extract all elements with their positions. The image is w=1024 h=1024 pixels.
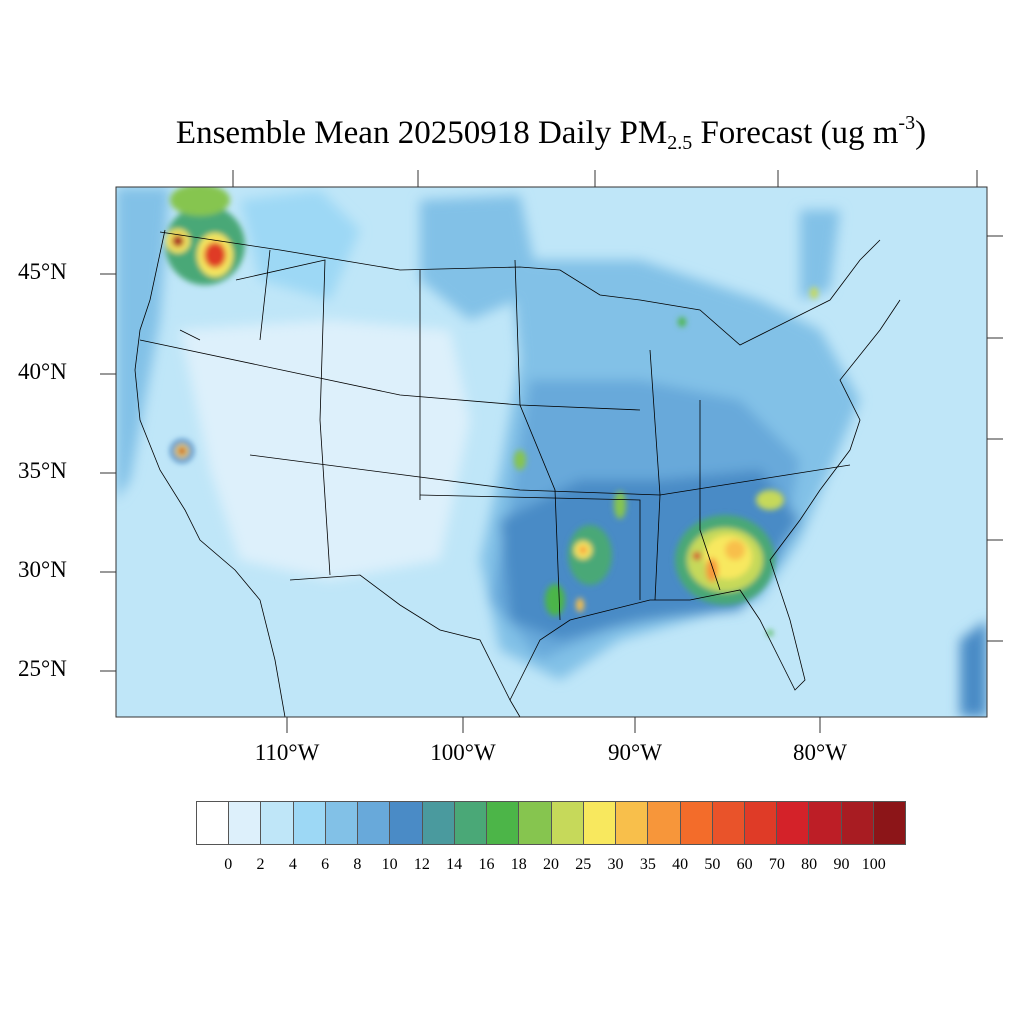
- colorbar-box: [777, 802, 810, 844]
- colorbar-label: 8: [353, 856, 362, 873]
- colorbar-box: [583, 802, 617, 844]
- colorbar-label: 35: [639, 856, 656, 873]
- colorbar-box: [197, 802, 230, 844]
- colorbar-box: [551, 802, 584, 844]
- colorbar-box: [390, 802, 423, 844]
- lat-label-35n: 35°N: [18, 458, 67, 483]
- colorbar-label: 6: [321, 856, 330, 873]
- colorbar-box: [293, 802, 326, 844]
- colorbar-label: 18: [510, 856, 527, 873]
- colorbar-label: 50: [704, 856, 721, 873]
- map-title: Ensemble Mean 20250918 Daily PM2.5 Forec…: [175, 112, 927, 154]
- colorbar-label: 4: [288, 856, 297, 873]
- colorbar-label: 12: [413, 856, 430, 873]
- colorbar-box: [422, 802, 455, 844]
- lat-label-45n: 45°N: [18, 259, 67, 284]
- colorbar-box: [261, 802, 294, 844]
- coastlines-and-borders: [134, 229, 901, 717]
- lon-label-80w: 80°W: [793, 740, 847, 765]
- colorbar-label: 20: [543, 856, 559, 873]
- colorbar-box: [841, 802, 874, 844]
- colorbar-box: [229, 802, 262, 844]
- map-frame: [115, 186, 988, 718]
- colorbar-box: [487, 802, 520, 844]
- colorbar-box: [325, 802, 359, 844]
- colorbar-box: [712, 802, 745, 844]
- colorbar-label: 60: [736, 856, 753, 873]
- colorbar-label: 2: [256, 856, 265, 873]
- colorbar-label: 14: [446, 856, 463, 873]
- axis-ticks: [100, 170, 1003, 733]
- lat-label-30n: 30°N: [18, 557, 67, 582]
- colorbar-box: [616, 802, 649, 844]
- colorbar-box: [873, 802, 906, 844]
- lon-label-90w: 90°W: [608, 740, 662, 765]
- colorbar-box: [519, 802, 552, 844]
- colorbar-label: 100: [861, 856, 886, 873]
- colorbar-label: 30: [607, 856, 624, 873]
- colorbar-box: [809, 802, 842, 844]
- colorbar-label: 10: [381, 856, 398, 873]
- colorbar-label: 90: [833, 856, 850, 873]
- colorbar-label: 80: [801, 856, 818, 873]
- colorbar-box: [648, 802, 681, 844]
- colorbar-box: [454, 802, 488, 844]
- colorbar: [196, 801, 906, 845]
- colorbar-label: 40: [672, 856, 689, 873]
- lat-label-25n: 25°N: [18, 656, 67, 681]
- lon-label-100w: 100°W: [430, 740, 496, 765]
- colorbar-label: 25: [575, 856, 592, 873]
- colorbar-box: [744, 802, 778, 844]
- colorbar-label: 0: [224, 856, 233, 873]
- colorbar-box: [680, 802, 713, 844]
- lon-label-110w: 110°W: [254, 740, 320, 765]
- colorbar-label: 16: [478, 856, 495, 873]
- colorbar-box: [358, 802, 391, 844]
- lat-label-40n: 40°N: [18, 359, 67, 384]
- colorbar-label: 70: [768, 856, 785, 873]
